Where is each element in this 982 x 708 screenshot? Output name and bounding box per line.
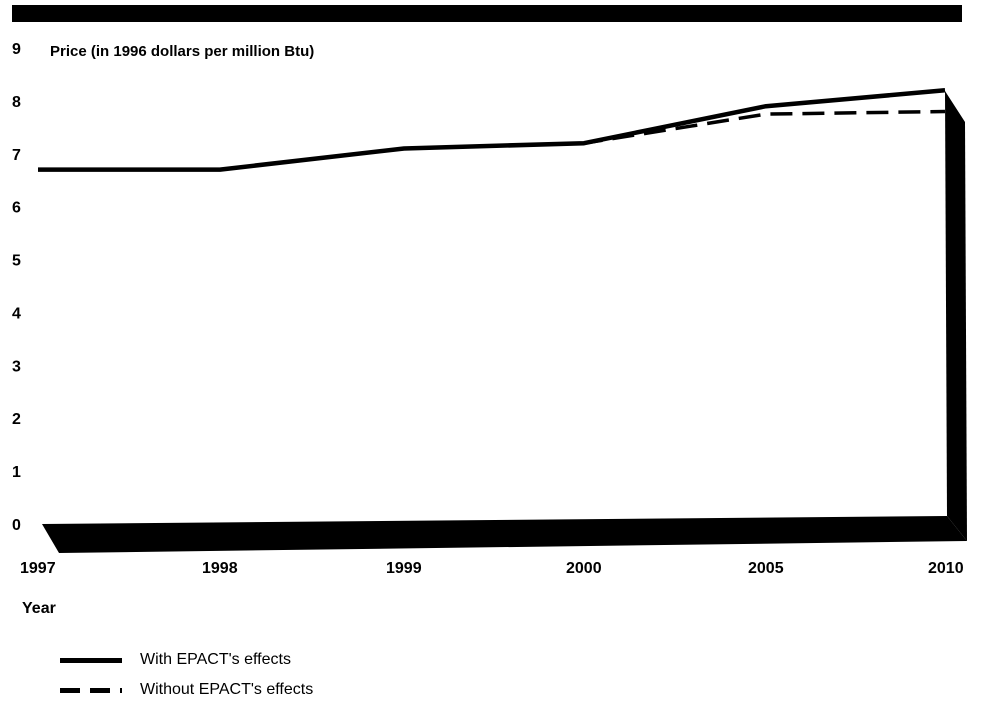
y-tick-label: 2 [12, 411, 21, 428]
y-axis-title: Price (in 1996 dollars per million Btu) [50, 43, 314, 60]
y-tick-label: 5 [12, 253, 21, 270]
x-axis-ticks: 1997 1998 1999 2000 2005 2010 [20, 560, 964, 577]
series-group [38, 88, 946, 172]
y-tick-label: 6 [12, 200, 21, 217]
x-tick-label: 2010 [928, 560, 964, 577]
x-tick-label: 1998 [202, 560, 238, 577]
y-tick-label: 9 [12, 41, 21, 58]
y-tick-label: 7 [12, 147, 21, 164]
chart-floor-3d [42, 516, 967, 553]
x-tick-label: 1997 [20, 560, 56, 577]
legend-swatch-solid [60, 658, 122, 663]
x-tick-label: 1999 [386, 560, 422, 577]
chart-top-bar [12, 5, 962, 22]
y-tick-label: 1 [12, 464, 21, 481]
y-axis-ticks: 0 1 2 3 4 5 6 7 8 9 [12, 41, 21, 534]
series-line-with-epact [38, 88, 946, 172]
y-tick-label: 3 [12, 358, 21, 375]
chart-right-wall-3d [945, 91, 967, 541]
y-tick-label: 8 [12, 94, 21, 111]
legend-label: With EPACT's effects [140, 651, 291, 668]
x-axis-title: Year [22, 600, 56, 617]
x-tick-label: 2000 [566, 560, 602, 577]
legend-swatch-dashed [60, 688, 122, 693]
series-line-without-epact [38, 109, 946, 172]
y-tick-label: 4 [12, 305, 21, 322]
legend-label: Without EPACT's effects [140, 681, 314, 698]
x-tick-label: 2005 [748, 560, 784, 577]
y-tick-label: 0 [12, 517, 21, 534]
